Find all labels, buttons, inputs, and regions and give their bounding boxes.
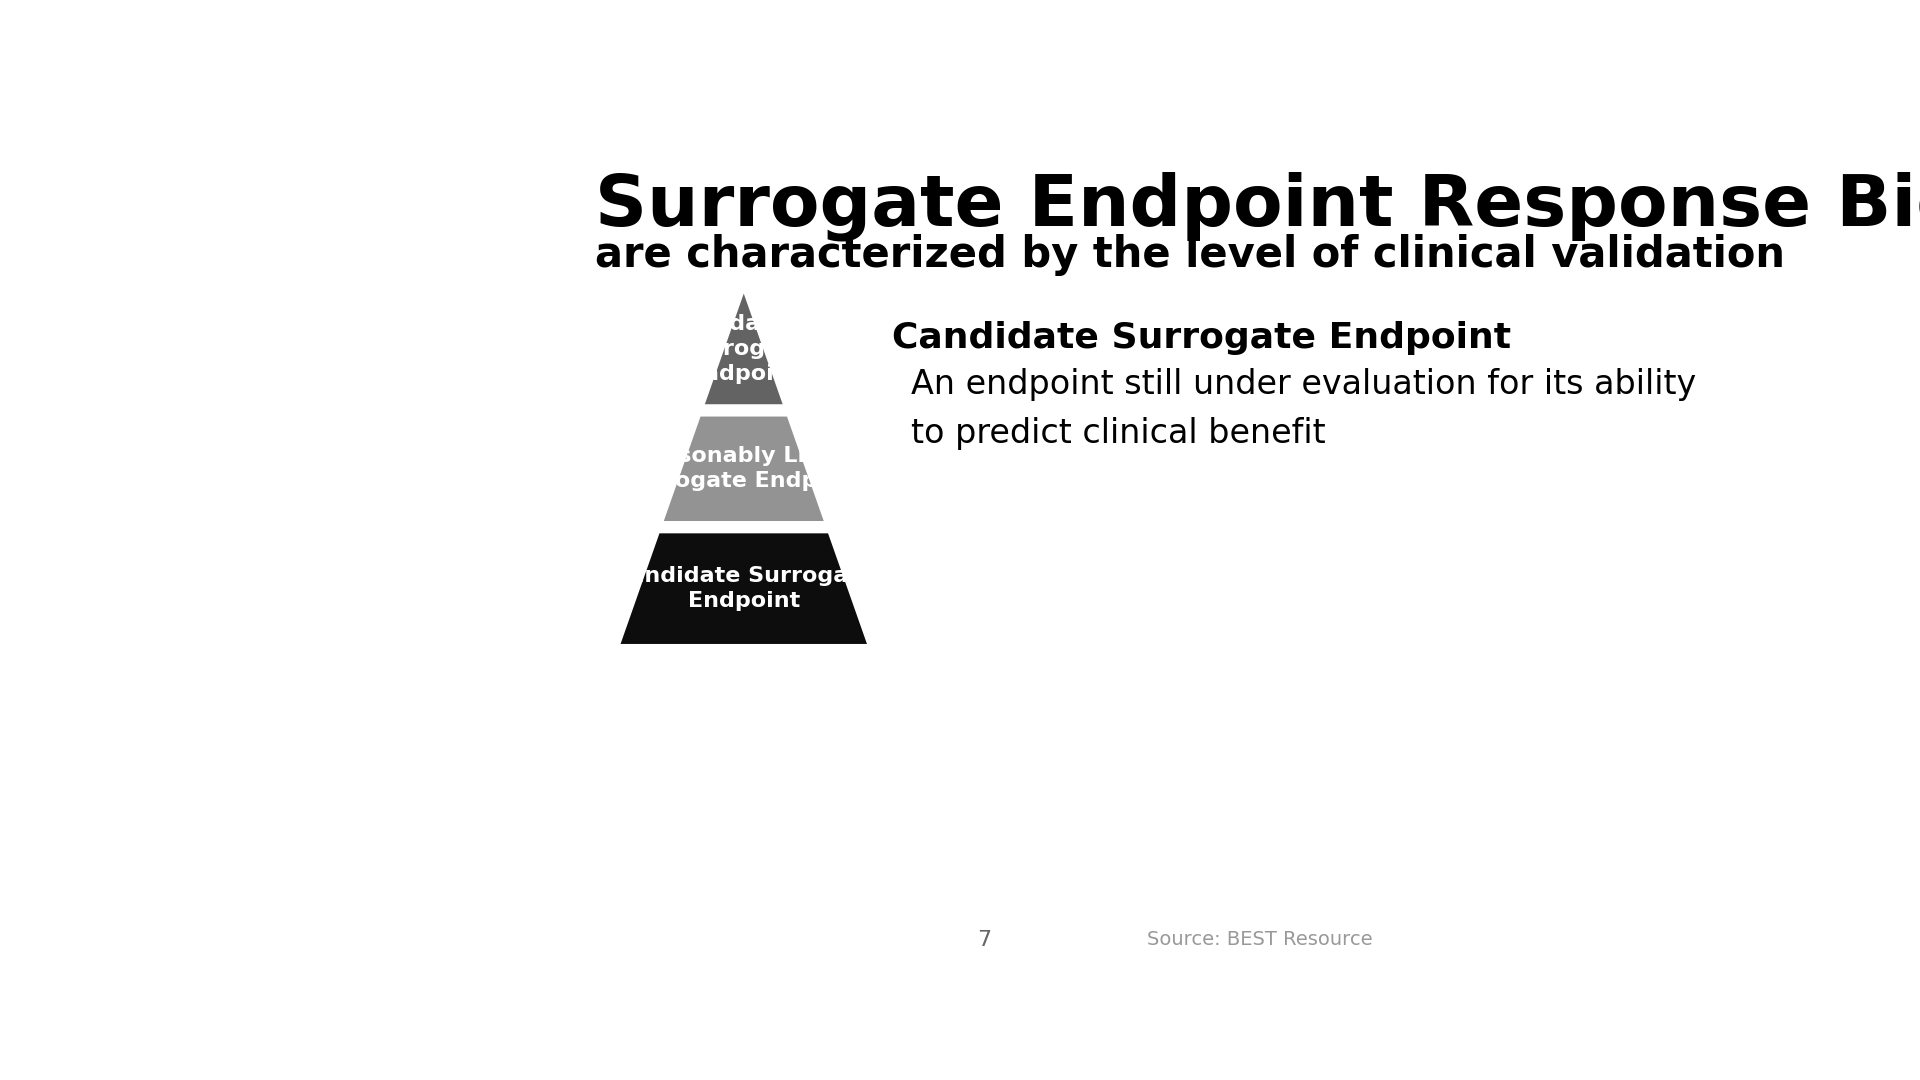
Text: An endpoint still under evaluation for its ability
to predict clinical benefit: An endpoint still under evaluation for i… bbox=[910, 368, 1695, 450]
Text: Validated
Surrogate
Endpoint: Validated Surrogate Endpoint bbox=[682, 314, 806, 383]
Text: Surrogate Endpoint Response Biomarkers: Surrogate Endpoint Response Biomarkers bbox=[595, 172, 1920, 242]
Text: Source: BEST Resource: Source: BEST Resource bbox=[1148, 930, 1373, 949]
Text: Candidate Surrogate
Endpoint: Candidate Surrogate Endpoint bbox=[612, 566, 874, 611]
Text: 7: 7 bbox=[977, 930, 991, 950]
Polygon shape bbox=[705, 294, 783, 404]
Polygon shape bbox=[620, 534, 868, 644]
Text: Candidate Surrogate Endpoint: Candidate Surrogate Endpoint bbox=[891, 321, 1511, 354]
Polygon shape bbox=[664, 417, 824, 521]
Text: Reasonably Likely
Surrogate Endpoint: Reasonably Likely Surrogate Endpoint bbox=[620, 446, 866, 491]
Text: are characterized by the level of clinical validation: are characterized by the level of clinic… bbox=[595, 233, 1786, 275]
